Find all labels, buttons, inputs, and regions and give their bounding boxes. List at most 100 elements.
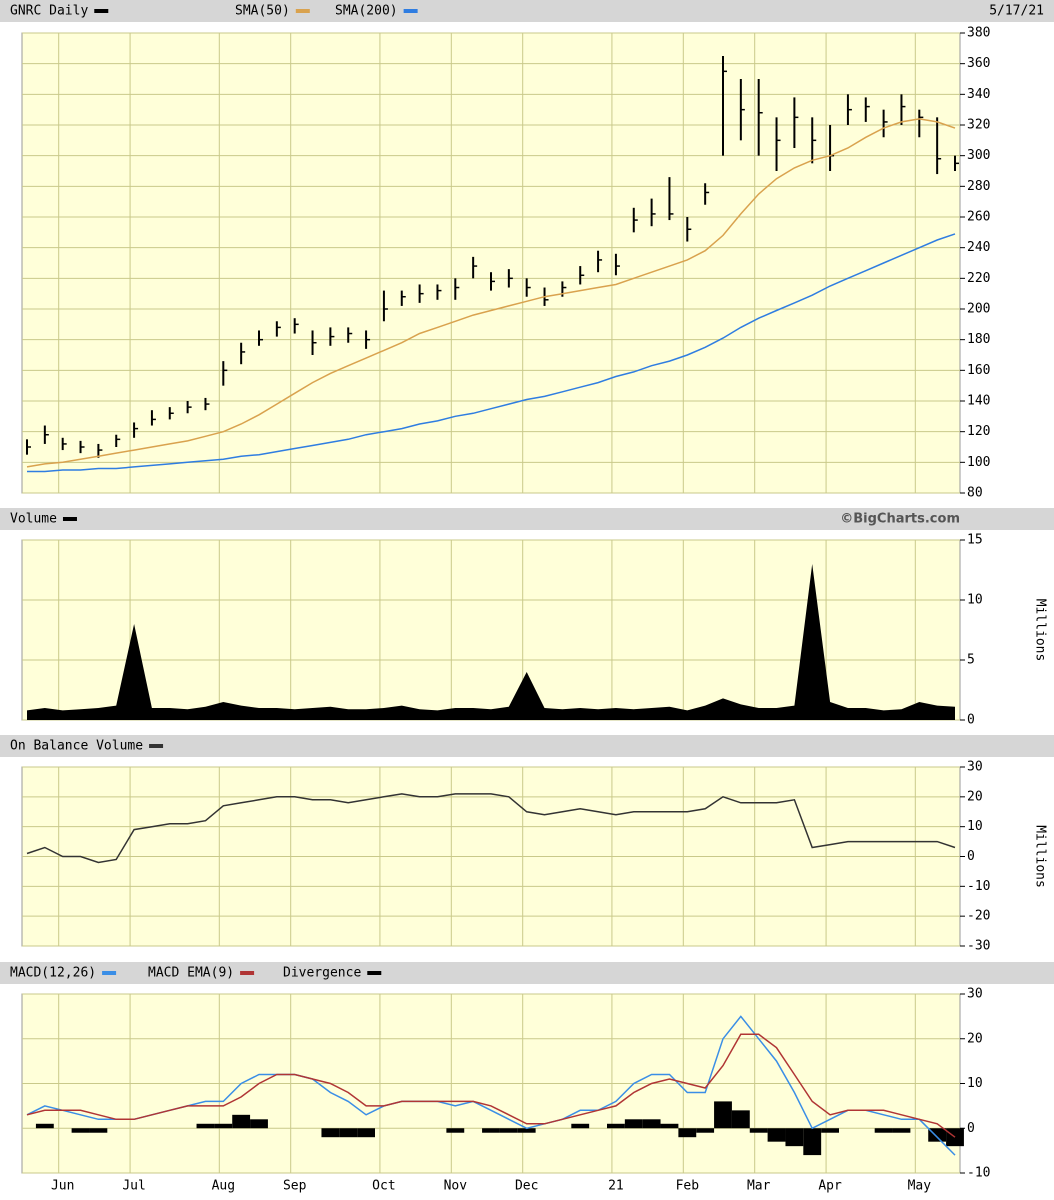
divergence-bar — [357, 1128, 375, 1138]
y-tick-label: 180 — [967, 332, 990, 347]
x-tick-label: Jun — [51, 1179, 74, 1194]
panel-header — [0, 735, 1054, 757]
y-tick-label: 200 — [967, 302, 990, 317]
divergence-bar — [892, 1128, 911, 1133]
divergence-bar — [803, 1128, 822, 1156]
y-tick-label: 0 — [967, 713, 975, 728]
legend-label: SMA(50) — [235, 4, 290, 19]
x-tick-label: May — [908, 1179, 932, 1194]
y-tick-label: 5 — [967, 653, 975, 668]
legend-swatch — [62, 517, 77, 521]
divergence-bar — [196, 1123, 215, 1129]
x-tick-label: Mar — [747, 1179, 771, 1194]
y-tick-label: 380 — [967, 26, 990, 41]
legend-swatch — [240, 971, 255, 975]
credit: ©BigCharts.com — [840, 512, 960, 527]
y-tick-label: 260 — [967, 210, 990, 225]
divergence-bar — [642, 1119, 661, 1129]
legend-label: MACD EMA(9) — [148, 966, 234, 981]
y-tick-label: 30 — [967, 987, 983, 1002]
divergence-bar — [89, 1128, 108, 1133]
y-tick-label: 10 — [967, 593, 983, 608]
divergence-bar — [35, 1123, 54, 1129]
y-tick-label: -30 — [967, 939, 990, 954]
plot-area — [21, 32, 961, 494]
divergence-bar — [767, 1128, 786, 1142]
divergence-bar — [785, 1128, 804, 1147]
y-tick-label: -20 — [967, 909, 990, 924]
y-tick-label: 160 — [967, 363, 990, 378]
legend-swatch — [94, 9, 109, 13]
divergence-bar — [517, 1128, 536, 1133]
y-tick-label: 100 — [967, 455, 990, 470]
y-tick-label: 20 — [967, 789, 983, 804]
legend-label: On Balance Volume — [10, 739, 143, 754]
y-tick-label: 80 — [967, 486, 983, 501]
y-tick-label: 240 — [967, 240, 990, 255]
y-tick-label: 280 — [967, 179, 990, 194]
divergence-bar — [696, 1128, 715, 1133]
panel-header — [0, 0, 1054, 22]
y-tick-label: 120 — [967, 424, 990, 439]
divergence-bar — [571, 1123, 590, 1129]
series-line — [26, 793, 956, 864]
y-tick-label: 300 — [967, 148, 990, 163]
x-tick-label: 21 — [608, 1179, 624, 1194]
y-tick-label: 220 — [967, 271, 990, 286]
divergence-bar — [482, 1128, 500, 1133]
legend-label: Divergence — [283, 966, 361, 981]
x-tick-label: Aug — [212, 1179, 235, 1194]
x-tick-label: Apr — [818, 1179, 842, 1194]
y-tick-label: 0 — [967, 849, 975, 864]
series-line — [26, 118, 956, 468]
date-label: 5/17/21 — [989, 4, 1044, 19]
legend-label: SMA(200) — [335, 4, 398, 19]
divergence-bar — [339, 1128, 358, 1138]
x-tick-label: Jul — [122, 1179, 145, 1194]
legend-label: Volume — [10, 512, 57, 527]
series-line — [26, 1033, 956, 1138]
legend-label: GNRC Daily — [10, 4, 88, 19]
divergence-bar — [660, 1123, 679, 1129]
divergence-bar — [446, 1128, 465, 1133]
divergence-bar — [749, 1128, 768, 1133]
divergence-bar — [874, 1128, 893, 1133]
divergence-bar — [499, 1128, 518, 1133]
x-tick-label: Nov — [444, 1179, 468, 1194]
y-tick-label: 30 — [967, 760, 983, 775]
divergence-bar — [214, 1123, 233, 1129]
legend-swatch — [403, 9, 418, 13]
x-tick-label: Dec — [515, 1179, 538, 1194]
y-tick-label: 20 — [967, 1031, 983, 1046]
divergence-bar — [250, 1119, 268, 1129]
y-tick-label: 360 — [967, 56, 990, 71]
y-tick-label: 0 — [967, 1121, 975, 1136]
y-tick-label: 15 — [967, 533, 983, 548]
volume-area — [27, 564, 955, 720]
legend-swatch — [149, 744, 164, 748]
divergence-bar — [731, 1110, 750, 1129]
legend-swatch — [295, 9, 310, 13]
divergence-bar — [321, 1128, 340, 1138]
divergence-bar — [232, 1114, 251, 1129]
y-tick-label: 10 — [967, 1076, 983, 1091]
divergence-bar — [928, 1128, 947, 1142]
legend-swatch — [367, 971, 382, 975]
divergence-bar — [714, 1101, 732, 1129]
series-line — [27, 233, 956, 473]
y-tick-label: -10 — [967, 1166, 990, 1181]
y-tick-label: -10 — [967, 879, 990, 894]
x-tick-label: Sep — [283, 1179, 307, 1194]
y-tick-label: 340 — [967, 87, 990, 102]
x-tick-label: Feb — [676, 1179, 700, 1194]
legend-swatch — [102, 971, 117, 975]
panel-header — [0, 962, 1054, 984]
divergence-bar — [678, 1128, 697, 1138]
divergence-bar — [821, 1128, 839, 1133]
y-axis-label: Millions — [1033, 599, 1048, 662]
legend-label: MACD(12,26) — [10, 966, 96, 981]
y-tick-label: 10 — [967, 819, 983, 834]
divergence-bar — [607, 1123, 625, 1129]
y-tick-label: 140 — [967, 394, 990, 409]
